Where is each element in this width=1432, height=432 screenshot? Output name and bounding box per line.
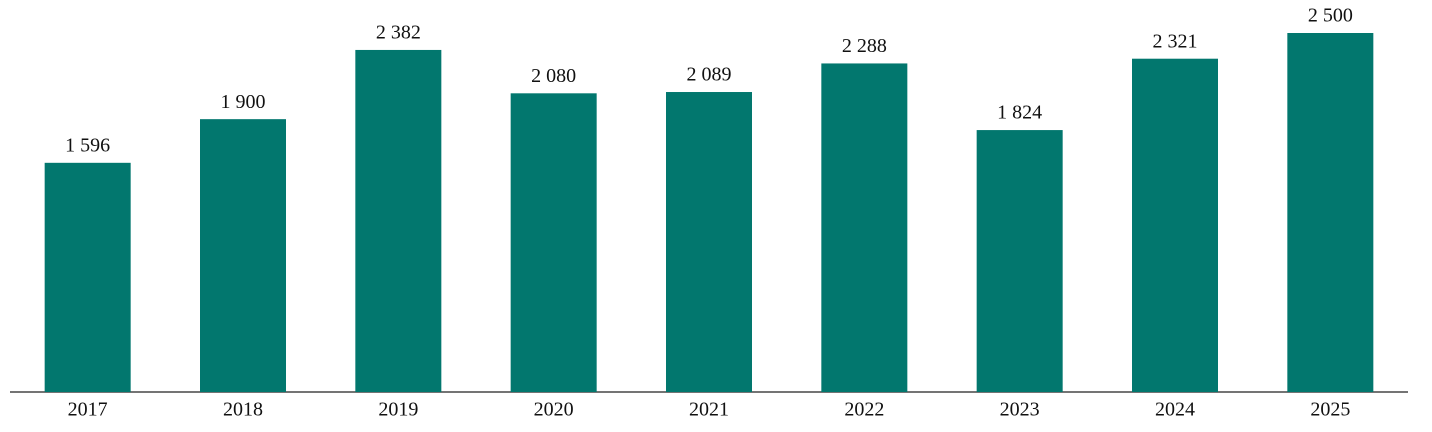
bar	[1287, 33, 1374, 392]
value-label: 2 500	[1308, 5, 1353, 27]
value-label: 1 596	[65, 134, 110, 156]
value-label: 2 089	[687, 64, 732, 86]
x-tick-label: 2021	[689, 399, 729, 421]
bar	[1132, 58, 1218, 392]
x-tick-label: 2019	[378, 399, 418, 421]
bar	[976, 130, 1063, 392]
x-tick-label: 2025	[1310, 399, 1350, 421]
bar	[666, 92, 752, 393]
x-tick-label: 2022	[844, 399, 884, 421]
x-tick-label: 2018	[223, 399, 263, 421]
x-tick-label: 2023	[1000, 399, 1040, 421]
bar	[200, 119, 286, 392]
bar	[821, 63, 908, 392]
value-label: 1 824	[997, 102, 1042, 124]
x-tick-label: 2024	[1155, 399, 1195, 421]
x-tick-label: 2020	[534, 399, 574, 421]
value-label: 2 321	[1153, 30, 1198, 52]
bar	[510, 93, 597, 392]
value-label: 2 288	[842, 35, 887, 57]
value-label: 1 900	[221, 91, 266, 113]
value-label: 2 382	[376, 22, 421, 44]
bar	[44, 162, 131, 392]
x-tick-label: 2017	[68, 399, 108, 421]
value-label: 2 080	[531, 65, 576, 87]
bar	[355, 49, 442, 393]
